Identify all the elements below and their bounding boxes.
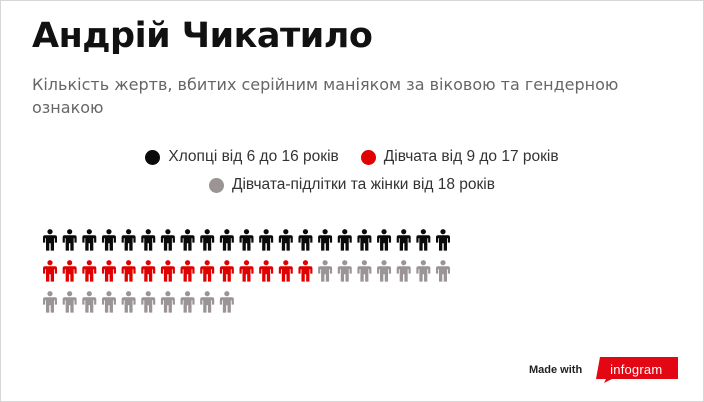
person-icon-women xyxy=(436,260,450,282)
legend-dot-women xyxy=(208,177,224,193)
person-icon-boys xyxy=(121,229,136,251)
infogram-logo-text: infogram xyxy=(610,362,663,377)
person-icon-boys xyxy=(337,229,352,251)
person-icon-girls xyxy=(180,260,195,282)
infogram-logo: infogram xyxy=(590,357,679,383)
person-icon-boys xyxy=(377,229,392,251)
person-icon-girls xyxy=(43,260,57,282)
legend-dot-girls xyxy=(360,149,376,165)
person-icon-women xyxy=(357,260,372,282)
person-icon-boys xyxy=(357,229,372,251)
person-icon-women xyxy=(82,291,97,313)
person-icon-boys xyxy=(436,229,450,251)
person-icon-boys xyxy=(259,229,274,251)
person-icon-women xyxy=(121,291,136,313)
legend-item-girls[interactable]: Дівчата від 9 до 17 років xyxy=(360,148,559,166)
person-icon-girls xyxy=(121,260,136,282)
person-icon-boys xyxy=(416,229,431,251)
chart-subtitle: Кількість жертв, вбитих серійним маніяко… xyxy=(32,75,619,117)
person-icon-women xyxy=(396,260,411,282)
person-icon-girls xyxy=(141,260,156,282)
legend-label-women: Дівчата-підлітки та жінки від 18 років xyxy=(231,176,495,193)
legend-item-boys[interactable]: Хлопці від 6 до 16 років xyxy=(145,148,339,166)
person-icon-boys xyxy=(82,229,97,251)
person-icon-boys xyxy=(396,229,411,251)
person-icon-boys xyxy=(318,229,333,251)
person-icon-women xyxy=(318,260,333,282)
legend-row-1: Хлопці від 6 до 16 років Дівчата від 9 д… xyxy=(0,148,704,166)
person-icon-girls xyxy=(298,260,313,282)
legend-label-girls: Дівчата від 9 до 17 років xyxy=(383,148,559,165)
person-icon-girls xyxy=(239,260,254,282)
person-icon-women xyxy=(62,291,77,313)
person-icon-girls xyxy=(259,260,274,282)
infogram-branding[interactable]: Made with infogram xyxy=(529,357,679,383)
person-icon-boys xyxy=(141,229,156,251)
legend-label-boys: Хлопці від 6 до 16 років xyxy=(168,148,339,165)
person-icon-boys xyxy=(239,229,254,251)
person-icon-women xyxy=(416,260,431,282)
person-icon-women xyxy=(337,260,352,282)
person-icon-women xyxy=(219,291,234,313)
person-icon-women xyxy=(377,260,392,282)
legend-dot-boys xyxy=(145,149,161,165)
made-with-label: Made with xyxy=(529,364,583,376)
person-icon-girls xyxy=(82,260,97,282)
person-icon-women xyxy=(101,291,116,313)
person-icon-boys xyxy=(298,229,313,251)
person-icon-women xyxy=(200,291,215,313)
person-icon-women xyxy=(180,291,195,313)
pictogram-icons xyxy=(43,229,450,313)
person-icon-girls xyxy=(200,260,215,282)
person-icon-girls xyxy=(101,260,116,282)
person-icon-women xyxy=(160,291,175,313)
person-icon-boys xyxy=(219,229,234,251)
person-icon-boys xyxy=(180,229,195,251)
person-icon-girls xyxy=(62,260,77,282)
person-icon-boys xyxy=(43,229,57,251)
person-icon-girls xyxy=(219,260,234,282)
person-icon-women xyxy=(43,291,57,313)
person-icon-girls xyxy=(278,260,293,282)
person-icon-girls xyxy=(160,260,175,282)
person-icon-boys xyxy=(160,229,175,251)
person-icon-boys xyxy=(101,229,116,251)
chart-title: Андрій Чикатило xyxy=(32,16,373,56)
person-icon-boys xyxy=(200,229,215,251)
legend-item-women[interactable]: Дівчата-підлітки та жінки від 18 років xyxy=(208,176,495,194)
person-icon-boys xyxy=(62,229,77,251)
legend-row-2: Дівчата-підлітки та жінки від 18 років xyxy=(0,176,704,194)
person-icon-women xyxy=(141,291,156,313)
person-icon-boys xyxy=(278,229,293,251)
